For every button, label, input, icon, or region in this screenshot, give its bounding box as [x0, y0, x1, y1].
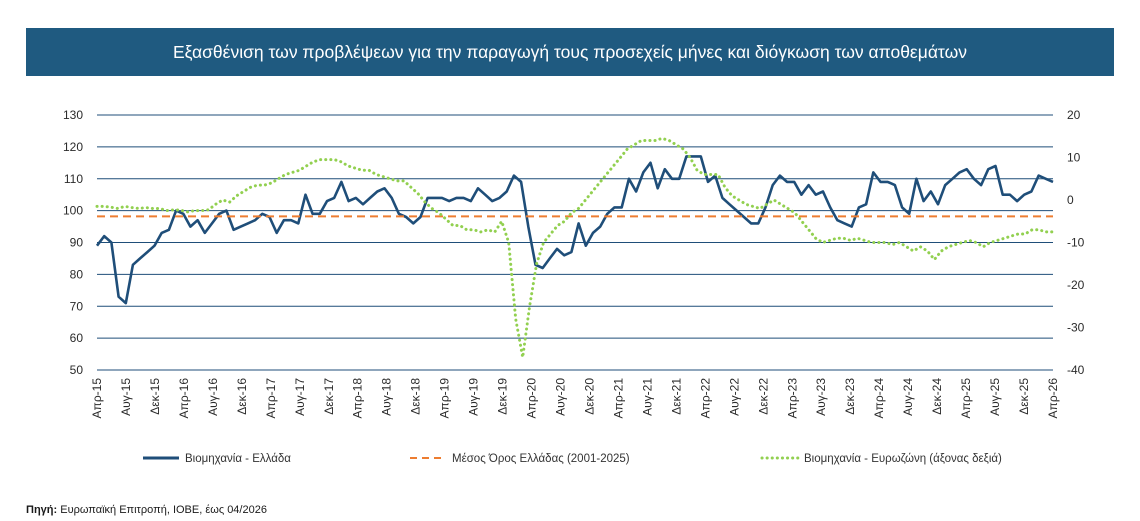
- x-tick-label: Δεκ-17: [322, 378, 336, 415]
- line-chart: 50 60 70 80 90 100 110 120 130 -40 -30 -20 -10 0 10 20…: [63, 108, 1085, 465]
- left-axis-ticks: 50 60 70 80 90 100 110 120 130: [63, 108, 83, 377]
- source-text: Ευρωπαϊκή Επιτροπή, ΙΟΒΕ, έως 04/2026: [60, 504, 267, 516]
- left-tick-label: 120: [63, 140, 83, 154]
- x-tick-label: Απρ-18: [351, 378, 365, 419]
- x-tick-label: Απρ-24: [872, 378, 886, 419]
- x-tick-label: Αυγ-23: [814, 378, 828, 416]
- right-tick-label: 0: [1067, 193, 1074, 207]
- x-tick-label: Δεκ-22: [756, 378, 770, 415]
- x-tick-label: Απρ-23: [785, 378, 799, 419]
- right-axis-ticks: -40 -30 -20 -10 0 10 20: [1067, 108, 1085, 377]
- x-tick-label: Αυγ-18: [380, 378, 394, 416]
- x-tick-label: Αυγ-16: [206, 378, 220, 416]
- x-tick-label: Απρ-17: [264, 378, 278, 419]
- chart-title: Εξασθένιση των προβλέψεων για την παραγω…: [172, 41, 968, 62]
- chart-title-bar: Εξασθένιση των προβλέψεων για την παραγω…: [26, 28, 1114, 76]
- source-label: Πηγή:: [26, 504, 58, 516]
- x-tick-label: Αυγ-21: [640, 378, 654, 416]
- x-tick-label: Αυγ-19: [467, 378, 481, 416]
- left-tick-label: 110: [64, 172, 83, 186]
- left-tick-label: 80: [70, 267, 84, 281]
- x-tick-label: Αυγ-24: [901, 378, 915, 416]
- x-tick-label: Δεκ-23: [843, 378, 857, 415]
- legend: Βιομηχανία - Ελλάδα Μέσος Όρος Ελλάδας (2…: [143, 453, 1002, 465]
- right-tick-label: -10: [1067, 236, 1085, 250]
- x-tick-label: Απρ-20: [525, 378, 539, 419]
- right-tick-label: -40: [1067, 363, 1085, 377]
- greece-line: [95, 155, 1054, 305]
- left-tick-label: 130: [63, 108, 83, 122]
- series-lines: [95, 136, 1055, 359]
- legend-label: Βιομηχανία - Ελλάδα: [185, 453, 291, 465]
- x-tick-label: Αυγ-15: [119, 378, 133, 416]
- x-tick-label: Δεκ-19: [496, 378, 510, 415]
- x-tick-label: Δεκ-25: [1017, 378, 1031, 415]
- left-tick-label: 70: [70, 299, 84, 313]
- right-tick-label: -30: [1067, 321, 1085, 335]
- x-tick-label: Αυγ-25: [988, 378, 1002, 416]
- x-tick-label: Απρ-21: [611, 378, 625, 419]
- legend-label: Μέσος Όρος Ελλάδας (2001-2025): [452, 453, 630, 465]
- right-tick-label: -20: [1067, 278, 1085, 292]
- legend-label: Βιομηχανία - Ευρωζώνη (άξονας δεξιά): [804, 453, 1002, 465]
- x-tick-label: Απρ-26: [1046, 378, 1060, 419]
- x-tick-label: Δεκ-20: [582, 378, 596, 415]
- x-tick-label: Αυγ-20: [554, 378, 568, 416]
- x-tick-label: Απρ-19: [438, 378, 452, 419]
- left-tick-label: 60: [70, 331, 84, 345]
- x-tick-label: Δεκ-24: [930, 378, 944, 415]
- x-tick-label: Δεκ-18: [409, 378, 423, 415]
- left-tick-label: 90: [70, 236, 84, 250]
- source-note: Πηγή: Ευρωπαϊκή Επιτροπή, ΙΟΒΕ, έως 04/2…: [26, 504, 267, 516]
- eurozone-line: [95, 136, 1055, 359]
- left-tick-label: 50: [70, 363, 84, 377]
- left-tick-label: 100: [63, 204, 83, 218]
- x-axis-ticks: Απρ-15 Αυγ-15 Δεκ-15 Απρ-16 Αυγ-16 Δεκ-16 Απρ-…: [90, 378, 1060, 419]
- x-tick-label: Αυγ-17: [293, 378, 307, 416]
- x-tick-label: Απρ-16: [177, 378, 191, 419]
- right-tick-label: 20: [1067, 108, 1081, 122]
- x-tick-label: Δεκ-21: [669, 378, 683, 415]
- x-tick-label: Απρ-25: [959, 378, 973, 419]
- x-tick-label: Απρ-22: [698, 378, 712, 419]
- right-tick-label: 10: [1067, 151, 1081, 165]
- x-tick-label: Απρ-15: [90, 378, 104, 419]
- x-tick-label: Δεκ-16: [235, 378, 249, 415]
- x-tick-label: Αυγ-22: [727, 378, 741, 416]
- x-tick-label: Δεκ-15: [148, 378, 162, 415]
